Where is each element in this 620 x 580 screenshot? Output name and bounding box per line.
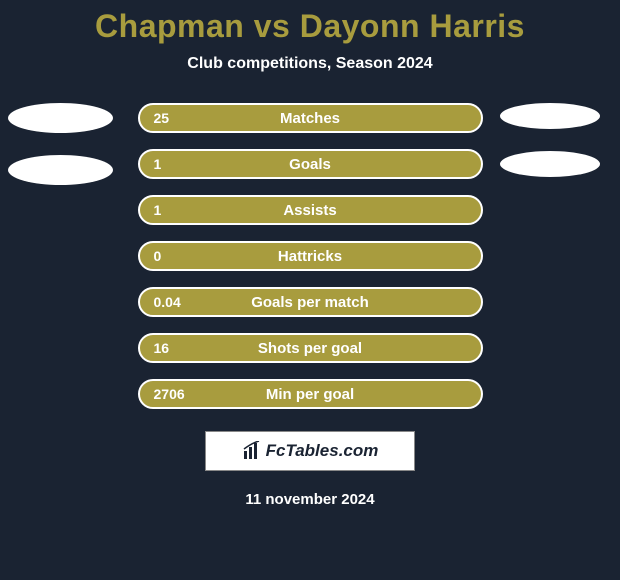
- infographic-date: 11 november 2024: [245, 491, 374, 508]
- subtitle: Club competitions, Season 2024: [187, 55, 432, 73]
- stat-label: Shots per goal: [140, 340, 481, 357]
- stat-value: 0: [154, 248, 162, 264]
- stat-label: Assists: [140, 202, 481, 219]
- bars-icon: [242, 441, 262, 461]
- right-player-placeholder: [500, 103, 600, 177]
- ellipse-decoration: [500, 103, 600, 129]
- stat-bar-matches: 25 Matches: [138, 103, 483, 133]
- brand-text: FcTables.com: [266, 441, 379, 461]
- stat-label: Matches: [140, 110, 481, 127]
- stat-label: Min per goal: [140, 386, 481, 403]
- stat-bar-assists: 1 Assists: [138, 195, 483, 225]
- ellipse-decoration: [500, 151, 600, 177]
- stat-bar-shots-per-goal: 16 Shots per goal: [138, 333, 483, 363]
- stat-value: 1: [154, 202, 162, 218]
- stats-area: 25 Matches 1 Goals 1 Assists 0 Hattricks…: [0, 103, 620, 409]
- ellipse-decoration: [8, 103, 113, 133]
- stat-label: Goals: [140, 156, 481, 173]
- stat-bar-goals: 1 Goals: [138, 149, 483, 179]
- stat-value: 1: [154, 156, 162, 172]
- infographic-container: Chapman vs Dayonn Harris Club competitio…: [0, 0, 620, 580]
- stat-bar-hattricks: 0 Hattricks: [138, 241, 483, 271]
- stat-value: 2706: [154, 386, 185, 402]
- stat-bars: 25 Matches 1 Goals 1 Assists 0 Hattricks…: [138, 103, 483, 409]
- stat-bar-goals-per-match: 0.04 Goals per match: [138, 287, 483, 317]
- stat-label: Goals per match: [140, 294, 481, 311]
- stat-value: 0.04: [154, 294, 181, 310]
- stat-value: 25: [154, 110, 170, 126]
- stat-bar-min-per-goal: 2706 Min per goal: [138, 379, 483, 409]
- left-player-placeholder: [8, 103, 113, 185]
- stat-value: 16: [154, 340, 170, 356]
- stat-label: Hattricks: [140, 248, 481, 265]
- ellipse-decoration: [8, 155, 113, 185]
- brand-badge: FcTables.com: [205, 431, 415, 471]
- page-title: Chapman vs Dayonn Harris: [95, 8, 525, 45]
